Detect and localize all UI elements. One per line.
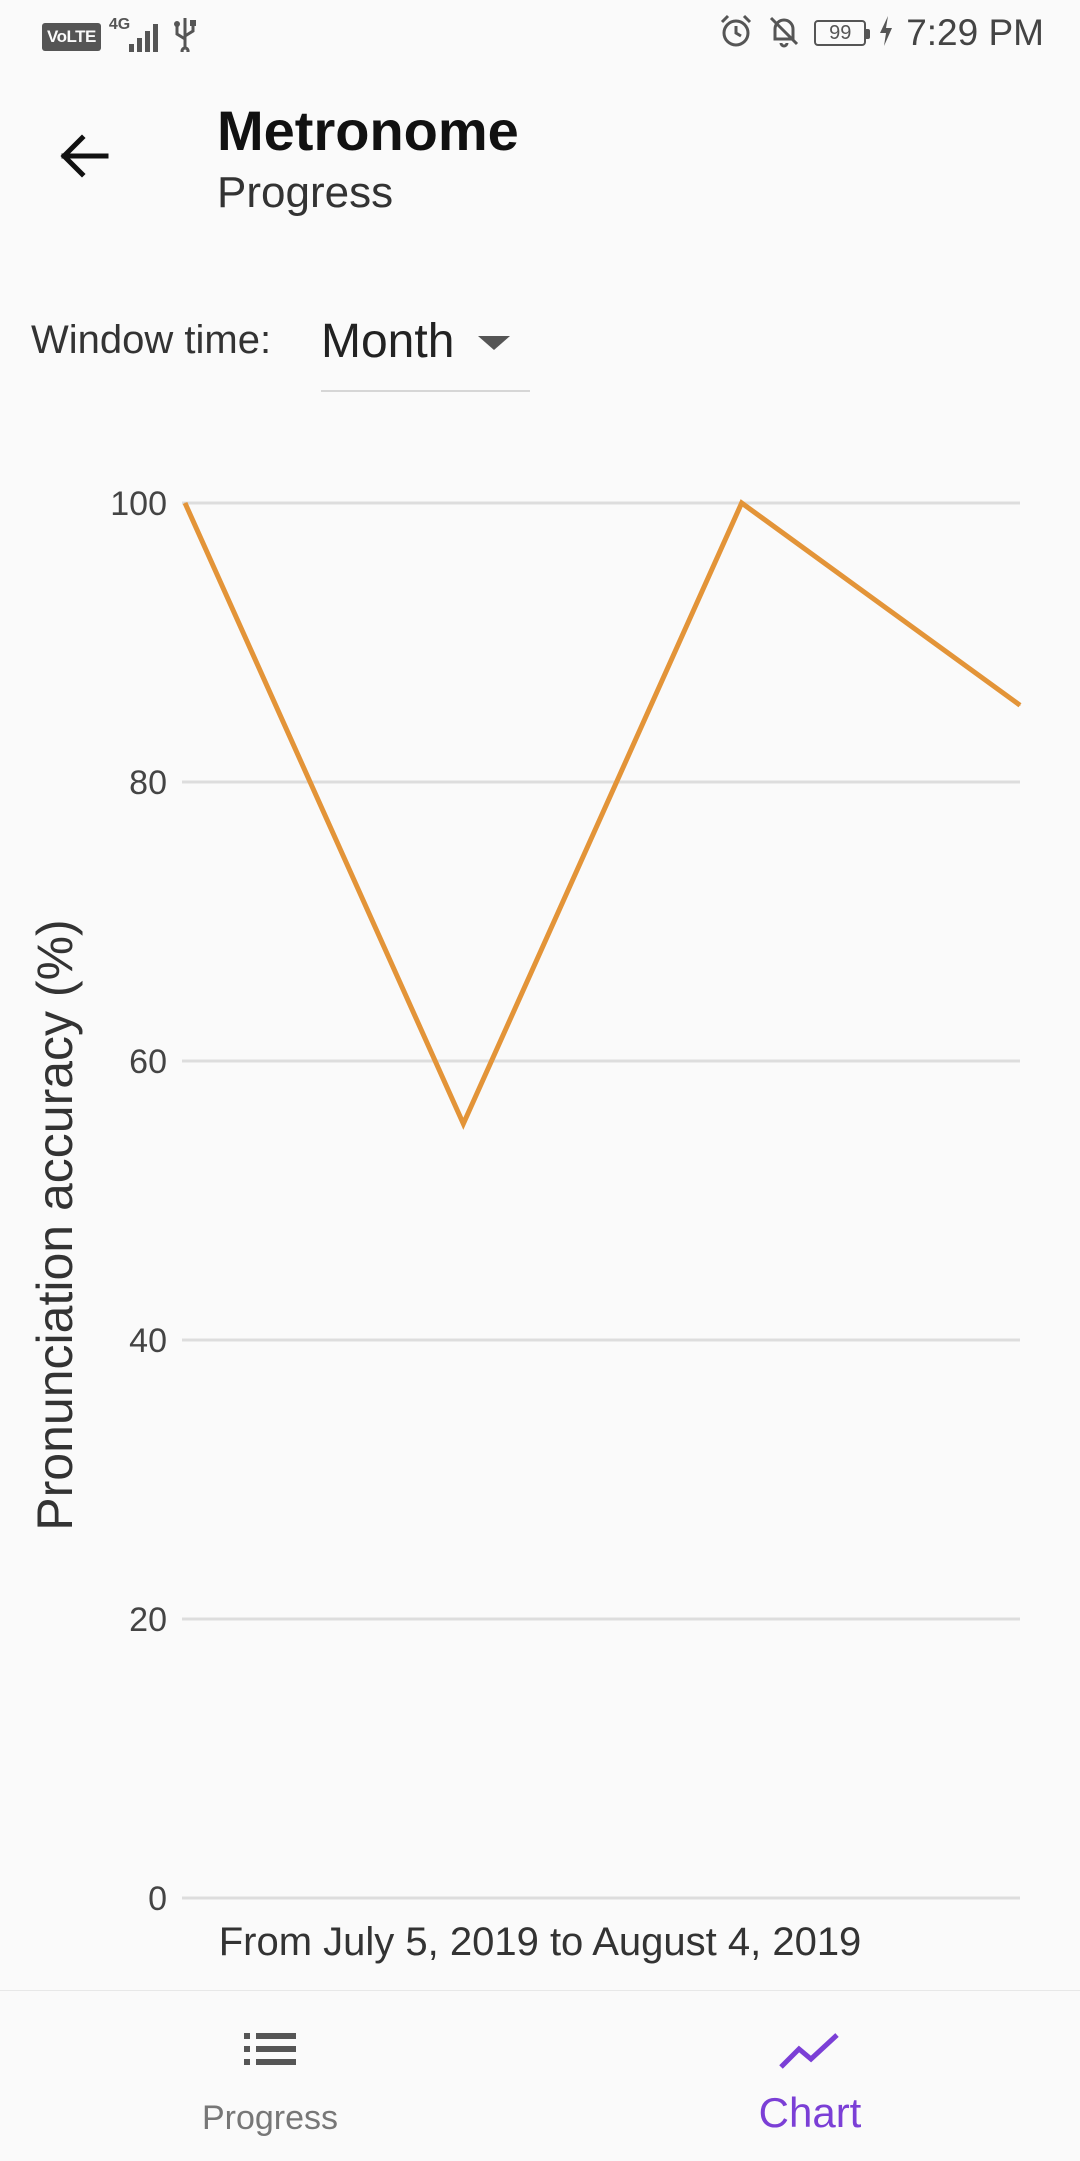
nav-progress-label: Progress xyxy=(201,2099,339,2137)
accuracy-chart: 100 80 60 40 20 0 xyxy=(0,420,1080,1990)
charging-icon xyxy=(878,15,894,52)
list-icon xyxy=(244,2033,296,2065)
window-time-selected: Month xyxy=(321,315,455,368)
data-point-1 xyxy=(462,1123,464,1125)
alarm-icon xyxy=(718,13,754,54)
y-tick-label-60: 60 xyxy=(129,1043,167,1081)
battery-indicator: 99 xyxy=(814,20,871,46)
y-tick-label-100: 100 xyxy=(110,485,167,523)
y-axis-title: Pronunciation accuracy (%) xyxy=(27,919,83,1531)
app-toolbar: Metronome Progress xyxy=(0,72,1080,248)
y-tick-label-20: 20 xyxy=(129,1601,167,1639)
series-lines xyxy=(182,499,1022,1130)
y-tick-label-0: 0 xyxy=(148,1880,167,1918)
status-left: VoLTE 4G xyxy=(42,16,199,57)
status-time: 7:29 PM xyxy=(906,12,1044,53)
data-point-3 xyxy=(1019,704,1021,706)
bell-off-icon xyxy=(766,13,802,54)
y-tick-labels: 100 80 60 40 20 0 xyxy=(110,485,167,1918)
data-point-0 xyxy=(184,502,186,504)
nav-chart-label: Chart xyxy=(758,2089,862,2136)
window-time-dropdown[interactable]: Month xyxy=(321,300,530,392)
back-button[interactable] xyxy=(40,112,128,200)
page-title: Metronome xyxy=(217,99,519,162)
nav-chart[interactable]: Chart xyxy=(540,1991,1080,2161)
status-bar: VoLTE 4G xyxy=(0,0,1080,72)
volte-badge: VoLTE xyxy=(42,22,101,51)
usb-icon xyxy=(171,16,199,57)
bottom-navigation: Progress Chart xyxy=(0,1990,1080,2161)
network-type: 4G xyxy=(108,15,131,33)
y-tick-label-40: 40 xyxy=(129,1322,167,1360)
line-chart: 100 80 60 40 20 0 xyxy=(110,485,1022,1918)
window-time-label: Window time: xyxy=(31,318,272,362)
date-range-caption: From July 5, 2019 to August 4, 2019 xyxy=(218,1920,862,1964)
nav-progress[interactable]: Progress xyxy=(0,1991,540,2161)
arrow-back-icon xyxy=(60,134,109,178)
chart-line-icon xyxy=(779,2033,839,2069)
series-line-0 xyxy=(182,499,1022,1130)
signal-icon: 4G xyxy=(109,16,163,54)
grid-lines xyxy=(182,501,1020,1900)
page-subtitle: Progress xyxy=(217,168,394,217)
status-right: 99 7:29 PM xyxy=(718,12,1044,54)
dropdown-arrow-icon xyxy=(478,336,510,350)
y-tick-label-80: 80 xyxy=(129,764,167,802)
data-point-2 xyxy=(741,502,743,504)
